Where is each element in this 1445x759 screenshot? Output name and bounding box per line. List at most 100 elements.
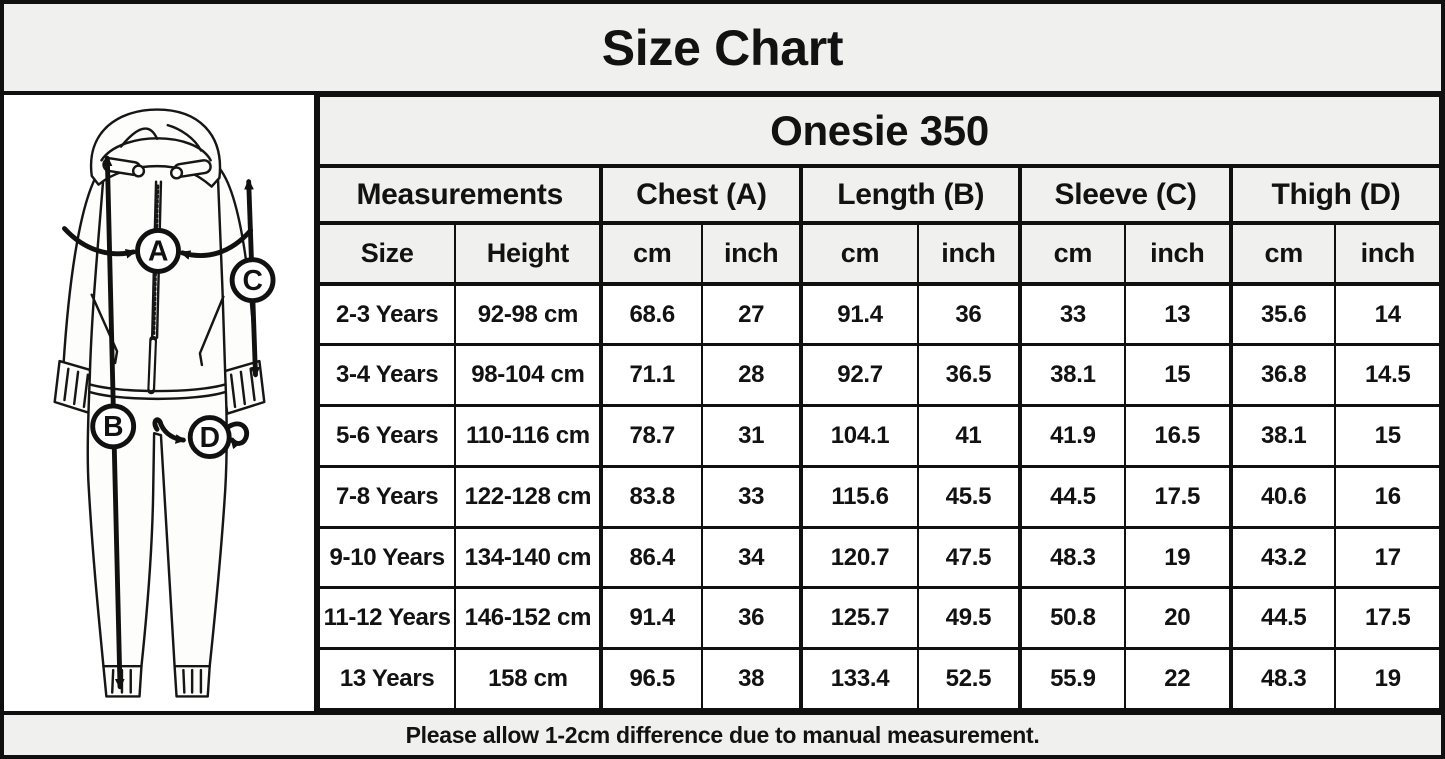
cell-sleeve-inch: 16.5	[1123, 404, 1233, 468]
cell-length-inch: 45.5	[916, 464, 1022, 529]
sleeve-label-circle	[229, 257, 276, 304]
cell-chest-inch: 33	[700, 464, 803, 529]
cell-chest-inch: 28	[700, 343, 803, 408]
table-row: 7-8 Years 122-128 cm 83.8 33 115.6 45.5 …	[317, 464, 1441, 529]
column-group-row: Measurements Chest (A) Length (B) Sleeve…	[317, 165, 1441, 225]
chest-label: A	[148, 235, 168, 267]
size-table: Onesie 350 Measurements Chest (A) Length…	[317, 95, 1441, 711]
onesie-outline	[53, 108, 266, 698]
table-row: 11-12 Years 146-152 cm 91.4 36 125.7 49.…	[317, 586, 1441, 651]
cell-length-cm: 125.7	[799, 586, 919, 651]
cell-chest-cm: 68.6	[599, 282, 703, 347]
cell-length-cm: 104.1	[799, 404, 919, 468]
cell-size: 5-6 Years	[317, 404, 457, 468]
cell-size: 3-4 Years	[317, 343, 457, 408]
cell-size: 2-3 Years	[317, 282, 457, 347]
thigh-curl-arrow	[226, 421, 250, 450]
cell-thigh-cm: 40.6	[1228, 464, 1337, 529]
cell-sleeve-inch: 13	[1123, 282, 1233, 347]
table-row: 3-4 Years 98-104 cm 71.1 28 92.7 36.5 38…	[317, 343, 1441, 408]
cell-size: 7-8 Years	[317, 464, 457, 529]
subheader-height: Height	[454, 222, 603, 286]
cell-length-inch: 47.5	[916, 525, 1022, 590]
subheader-thigh-inch: inch	[1334, 222, 1441, 286]
thigh-label-circle	[187, 415, 232, 460]
cell-thigh-inch: 16	[1334, 464, 1441, 529]
footer-note-bar: Please allow 1-2cm difference due to man…	[4, 711, 1441, 755]
cell-chest-cm: 83.8	[599, 464, 703, 529]
cell-height: 98-104 cm	[454, 343, 603, 408]
subheader-thigh-cm: cm	[1228, 222, 1337, 286]
thigh-arrow-d	[152, 417, 187, 444]
length-label-circle	[90, 403, 137, 450]
cell-sleeve-inch: 19	[1123, 525, 1233, 590]
cell-chest-inch: 38	[700, 647, 803, 711]
chest-arrow-a-left	[62, 226, 137, 259]
col-group-length: Length (B)	[799, 165, 1022, 225]
cell-chest-cm: 91.4	[599, 586, 703, 651]
col-group-sleeve: Sleeve (C)	[1018, 165, 1232, 225]
table-row: 5-6 Years 110-116 cm 78.7 31 104.1 41 41…	[317, 404, 1441, 468]
cell-sleeve-cm: 55.9	[1018, 647, 1126, 711]
col-group-thigh: Thigh (D)	[1229, 165, 1441, 225]
sleeve-label: C	[243, 264, 263, 296]
cell-sleeve-inch: 20	[1123, 586, 1233, 651]
product-title: Onesie 350	[318, 95, 1441, 168]
length-label: B	[103, 410, 123, 442]
cell-chest-cm: 96.5	[599, 647, 703, 711]
product-title-row: Onesie 350	[318, 95, 1441, 168]
onesie-measurement-diagram: A B C D	[53, 108, 276, 698]
cell-length-cm: 115.6	[799, 464, 919, 529]
cell-chest-cm: 86.4	[599, 525, 703, 590]
main-area: A B C D Onesie 350	[4, 95, 1441, 711]
subheader-size: Size	[317, 222, 457, 286]
thigh-label: D	[200, 421, 220, 453]
footer-note: Please allow 1-2cm difference due to man…	[405, 721, 1040, 748]
cell-chest-inch: 36	[700, 586, 803, 651]
cell-height: 158 cm	[454, 647, 603, 711]
cell-thigh-cm: 44.5	[1228, 586, 1337, 651]
cell-height: 134-140 cm	[454, 525, 603, 590]
cell-length-cm: 91.4	[799, 282, 919, 347]
cell-length-inch: 36.5	[916, 343, 1022, 408]
cell-size: 11-12 Years	[317, 586, 457, 651]
cell-thigh-cm: 35.6	[1228, 282, 1337, 347]
cell-chest-cm: 78.7	[599, 404, 703, 468]
cell-length-cm: 120.7	[799, 525, 919, 590]
subheader-length-inch: inch	[916, 222, 1022, 286]
cell-chest-cm: 71.1	[599, 343, 703, 408]
cell-sleeve-cm: 33	[1018, 282, 1126, 347]
cell-chest-inch: 27	[700, 282, 803, 347]
cell-sleeve-inch: 15	[1123, 343, 1233, 408]
cell-thigh-inch: 15	[1334, 404, 1441, 468]
cell-sleeve-inch: 22	[1123, 647, 1233, 711]
table-row: 13 Years 158 cm 96.5 38 133.4 52.5 55.9 …	[317, 647, 1441, 711]
cell-thigh-inch: 17	[1334, 525, 1441, 590]
cell-thigh-inch: 19	[1334, 647, 1441, 711]
subheader-sleeve-cm: cm	[1018, 222, 1126, 286]
chest-arrow-a-right	[179, 228, 254, 260]
cell-thigh-cm: 38.1	[1228, 404, 1337, 468]
cell-chest-inch: 34	[700, 525, 803, 590]
cell-sleeve-inch: 17.5	[1123, 464, 1233, 529]
cell-sleeve-cm: 44.5	[1018, 464, 1126, 529]
onesie-diagram-panel: A B C D	[4, 95, 318, 711]
cell-height: 122-128 cm	[454, 464, 603, 529]
subheader-chest-cm: cm	[599, 222, 703, 286]
chest-label-circle	[135, 228, 181, 274]
page-title: Size Chart	[601, 19, 844, 76]
cell-thigh-cm: 36.8	[1228, 343, 1337, 408]
col-group-measurements: Measurements	[317, 165, 603, 225]
cell-thigh-inch: 14	[1334, 282, 1441, 347]
subheader-row: Size Height cm inch cm inch cm inch cm i…	[317, 222, 1441, 286]
cell-length-inch: 52.5	[916, 647, 1022, 711]
cell-sleeve-cm: 38.1	[1018, 343, 1126, 408]
cell-height: 92-98 cm	[454, 282, 603, 347]
cell-height: 110-116 cm	[454, 404, 603, 468]
cell-thigh-inch: 17.5	[1334, 586, 1441, 651]
table-row: 9-10 Years 134-140 cm 86.4 34 120.7 47.5…	[317, 525, 1441, 590]
cell-height: 146-152 cm	[454, 586, 603, 651]
cell-length-inch: 49.5	[916, 586, 1022, 651]
cell-sleeve-cm: 50.8	[1018, 586, 1126, 651]
